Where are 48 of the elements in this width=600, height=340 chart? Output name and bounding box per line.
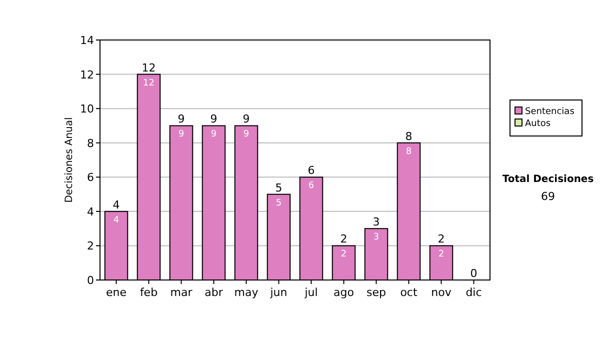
y-axis-title: Decisiones Anual bbox=[64, 117, 75, 203]
x-tick-label: feb bbox=[140, 286, 158, 299]
total-label: 9 bbox=[242, 112, 250, 126]
data-label: 3 bbox=[373, 232, 380, 243]
total-label: 5 bbox=[275, 181, 282, 194]
y-tick-label: 2 bbox=[87, 240, 94, 253]
x-tick-label: mar bbox=[170, 286, 193, 299]
total-label: 0 bbox=[470, 267, 478, 280]
y-tick-label: 4 bbox=[87, 205, 94, 218]
text: 69 bbox=[541, 190, 555, 203]
y-tick-label: 14 bbox=[80, 34, 94, 47]
y-tick-label: 6 bbox=[87, 171, 94, 184]
data-label: 8 bbox=[406, 146, 412, 157]
x-tick-label: jul bbox=[304, 286, 318, 299]
total-label: 4 bbox=[112, 198, 120, 212]
x-tick-label: may bbox=[234, 286, 259, 299]
data-label: 12 bbox=[143, 78, 154, 88]
total-label: 2 bbox=[340, 232, 348, 246]
x-tick-label: dic bbox=[466, 286, 482, 299]
data-label: 4 bbox=[113, 215, 120, 226]
legend-label: Autos bbox=[525, 119, 551, 129]
total-label: 9 bbox=[210, 112, 218, 126]
x-tick-label: oct bbox=[400, 286, 418, 299]
x-tick-label: ene bbox=[106, 286, 127, 299]
data-label: 6 bbox=[308, 181, 314, 192]
data-label: 9 bbox=[210, 130, 217, 140]
y-tick-label: 10 bbox=[80, 102, 94, 116]
data-label: 9 bbox=[178, 130, 184, 140]
x-tick-label: sep bbox=[366, 286, 386, 299]
data-label: 2 bbox=[438, 250, 444, 260]
total-label: 3 bbox=[372, 216, 380, 229]
text: Total Decisiones bbox=[502, 174, 594, 185]
x-tick-label: ago bbox=[334, 286, 354, 299]
total-label: 12 bbox=[142, 61, 156, 74]
x-tick-label: jun bbox=[269, 286, 288, 299]
total-label: 6 bbox=[308, 164, 315, 178]
x-tick-label: nov bbox=[431, 286, 452, 299]
legend-label: Sentencias bbox=[525, 107, 575, 117]
data-label: 9 bbox=[243, 130, 250, 140]
data-label: 2 bbox=[340, 250, 347, 260]
x-tick-label: abr bbox=[204, 286, 224, 299]
total-label: 2 bbox=[438, 232, 445, 246]
y-tick-label: 12 bbox=[80, 68, 94, 82]
y-tick-label: 0 bbox=[87, 274, 94, 287]
total-label: 9 bbox=[178, 112, 185, 126]
total-label: 8 bbox=[405, 130, 412, 143]
data-label: 5 bbox=[276, 198, 282, 208]
y-tick-label: 8 bbox=[87, 136, 94, 150]
